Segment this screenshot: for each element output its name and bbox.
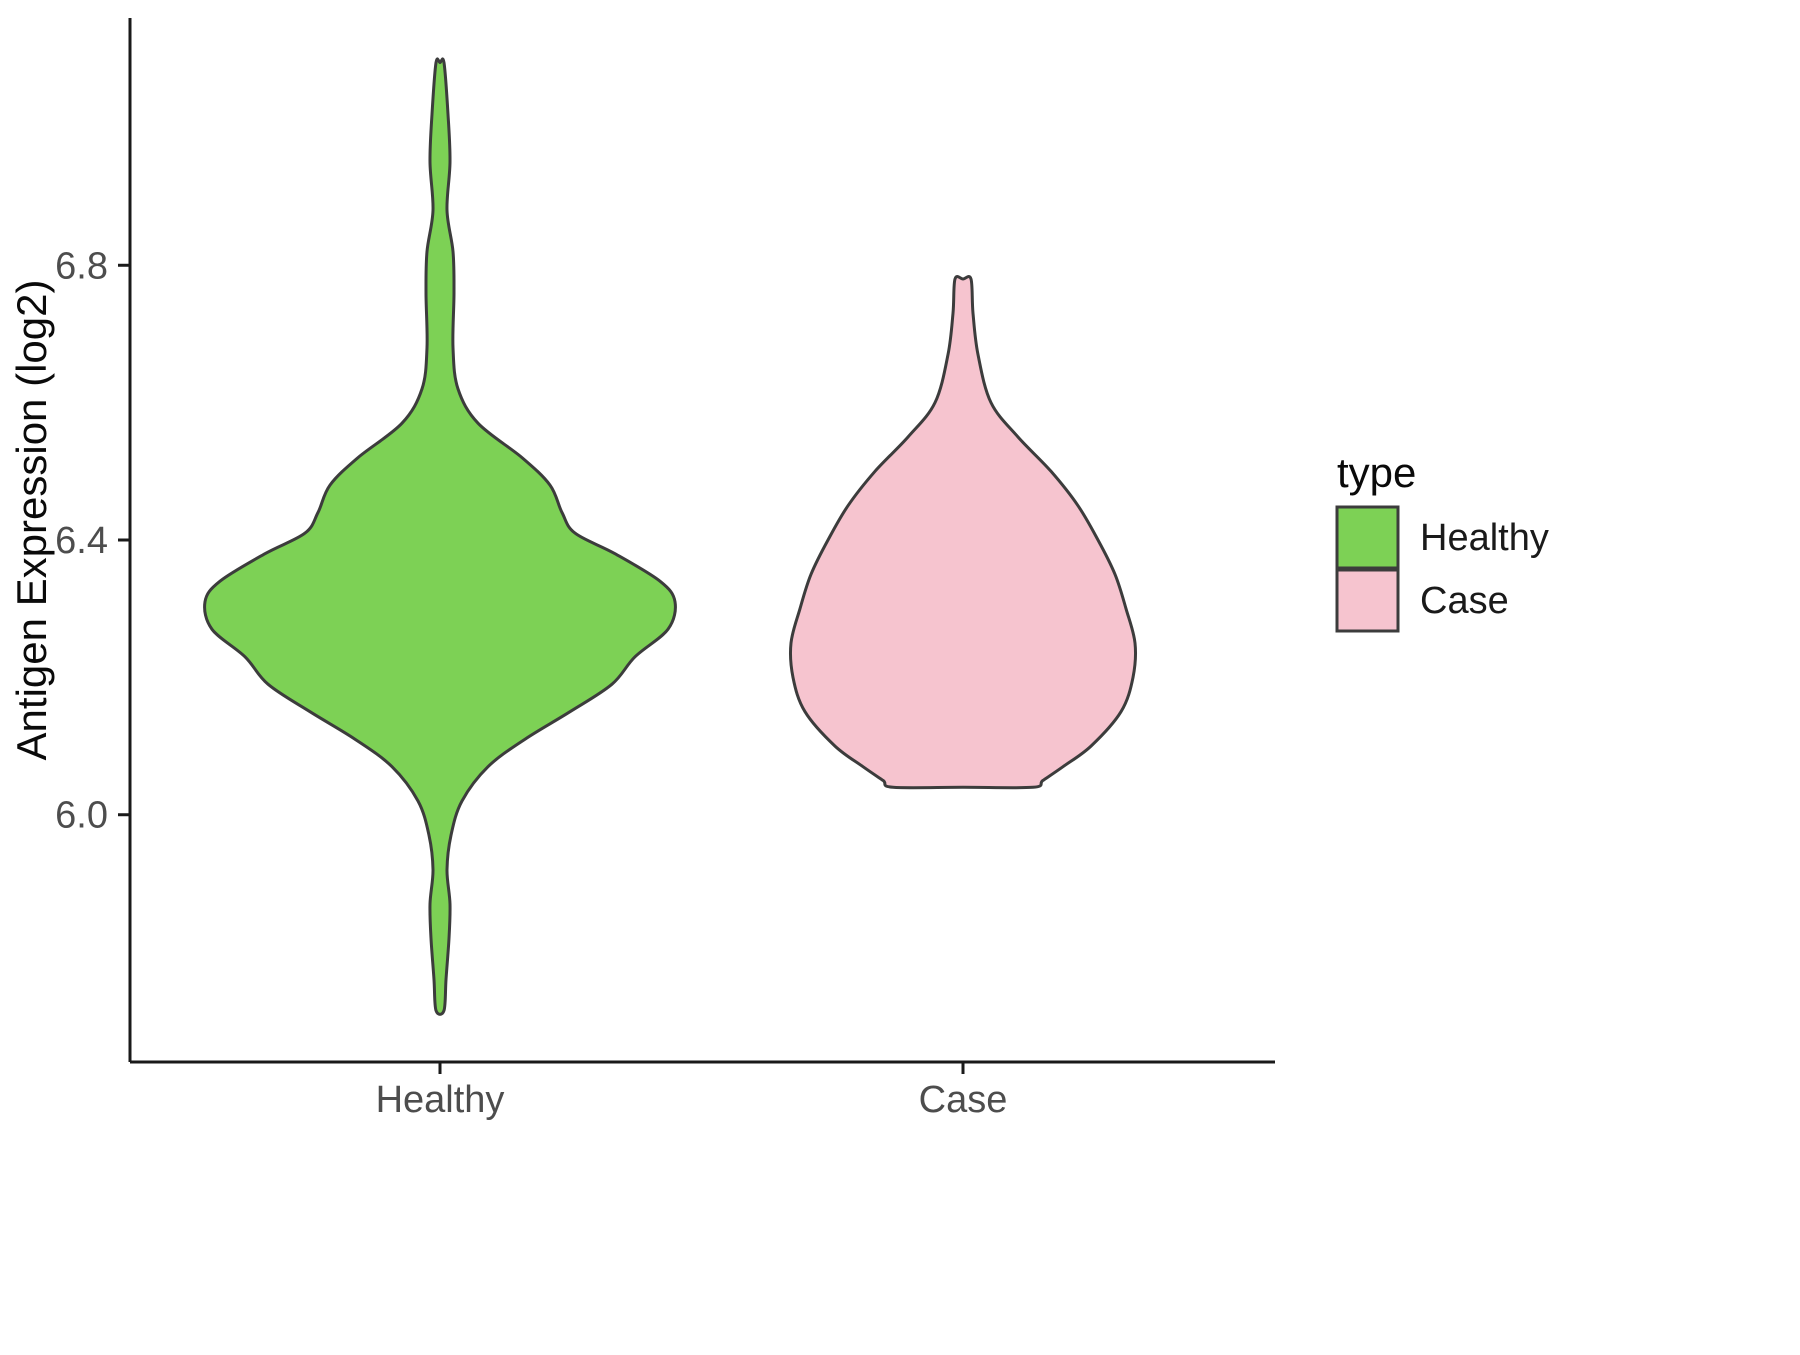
violin-case xyxy=(788,275,1138,790)
y-tick-label: 6.4 xyxy=(55,520,108,562)
x-tick-label: Healthy xyxy=(376,1079,505,1121)
legend-title: type xyxy=(1337,449,1416,496)
legend-swatch-healthy xyxy=(1335,505,1400,570)
legend-label-case: Case xyxy=(1420,580,1509,622)
legend: type Healthy Case xyxy=(1335,449,1549,633)
y-tick-label: 6.0 xyxy=(55,795,108,837)
violin-healthy xyxy=(203,57,677,1016)
x-tick-label: Case xyxy=(919,1079,1008,1121)
ticks-layer: 6.0 6.4 6.8 Healthy Case xyxy=(55,245,1007,1121)
y-tick-label: 6.8 xyxy=(55,245,108,287)
legend-label-healthy: Healthy xyxy=(1420,517,1549,559)
y-axis-title: Antigen Expression (log2) xyxy=(8,280,55,761)
violin-layer xyxy=(203,57,1138,1016)
legend-swatch-case xyxy=(1335,568,1400,633)
